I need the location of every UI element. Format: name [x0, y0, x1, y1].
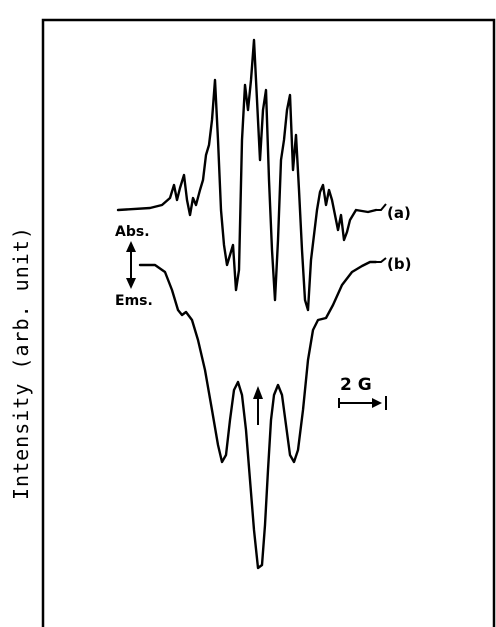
ems-label: Ems.	[115, 293, 153, 309]
plot-frame	[41, 18, 496, 627]
series-label-b: (b)	[387, 255, 411, 273]
y-axis-label: Intensity (arb. unit)	[9, 226, 33, 500]
label-leader-b	[376, 257, 387, 263]
center-arrow-icon	[253, 386, 263, 399]
ems-arrowhead-icon	[126, 278, 136, 289]
scale-bar-arrowhead-icon	[372, 398, 382, 408]
series-label-a: (a)	[387, 204, 411, 222]
scale-bar-label: 2 G	[340, 375, 372, 395]
label-leader-a	[376, 203, 387, 211]
spectrum-trace-b	[138, 260, 378, 570]
spectrum-trace-a	[116, 38, 378, 312]
abs-arrowhead-icon	[126, 241, 136, 252]
abs-label: Abs.	[115, 224, 150, 240]
